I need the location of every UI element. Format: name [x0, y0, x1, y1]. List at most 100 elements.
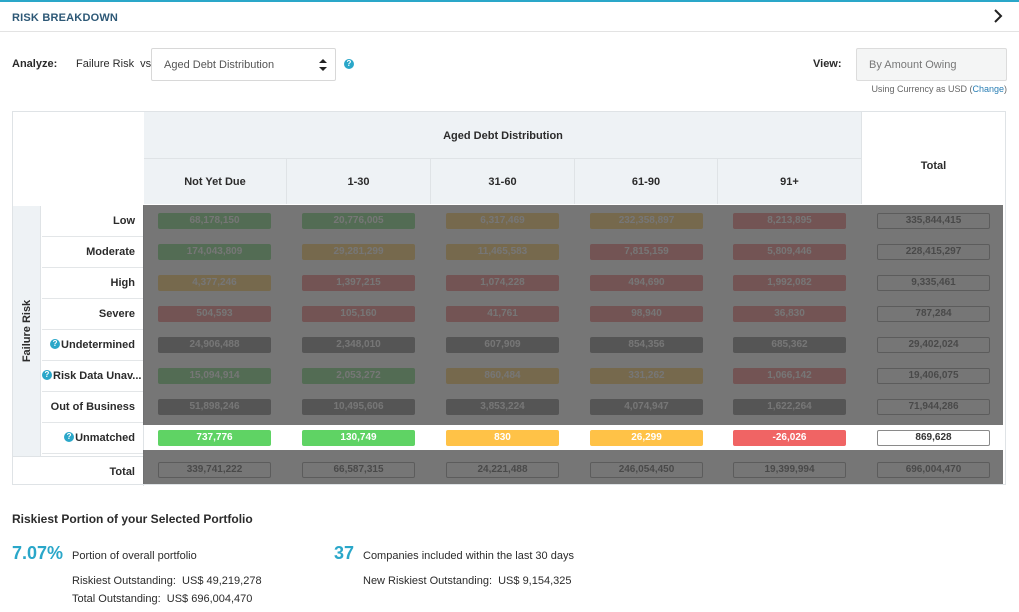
companies-desc: Companies included within the last 30 da…: [363, 550, 574, 562]
row-total-cell[interactable]: 71,944,286: [877, 399, 990, 415]
value-cell[interactable]: 10,495,606: [302, 399, 415, 415]
value-cell[interactable]: 3,853,224: [446, 399, 559, 415]
row-group-title: Failure Risk: [21, 299, 33, 363]
value-cell[interactable]: 1,397,215: [302, 275, 415, 291]
value-cell[interactable]: 174,043,809: [158, 244, 271, 260]
value-cell[interactable]: 1,992,082: [733, 275, 846, 291]
value-cell[interactable]: 26,299: [590, 430, 703, 446]
value-cell[interactable]: 2,053,272: [302, 368, 415, 384]
currency-close: ): [1004, 84, 1007, 94]
column-header: 91+: [718, 158, 862, 204]
row-label: Moderate: [42, 237, 144, 268]
row-label: ? Risk Data Unav...: [42, 361, 144, 392]
row-total-cell[interactable]: 787,284: [877, 306, 990, 322]
value-cell[interactable]: 15,094,914: [158, 368, 271, 384]
help-icon[interactable]: ?: [64, 432, 75, 443]
column-header: Not Yet Due: [144, 158, 287, 204]
column-total-cell[interactable]: 339,741,222: [158, 462, 271, 478]
change-currency-link[interactable]: Change: [972, 84, 1004, 94]
value-cell[interactable]: 11,465,583: [446, 244, 559, 260]
value-cell[interactable]: 232,358,897: [590, 213, 703, 229]
view-label: View:: [813, 58, 842, 70]
currency-text: Using Currency as USD (: [871, 84, 973, 94]
companies-count: 37: [334, 543, 355, 563]
column-total-cell[interactable]: 66,587,315: [302, 462, 415, 478]
currency-note: Using Currency as USD (Change): [871, 84, 1007, 94]
row-group-header: Failure Risk: [13, 206, 41, 456]
help-icon[interactable]: ?: [50, 339, 61, 350]
value-cell[interactable]: 130,749: [302, 430, 415, 446]
value-cell[interactable]: 8,213,895: [733, 213, 846, 229]
row-label: Out of Business: [42, 392, 144, 423]
value-cell[interactable]: 331,262: [590, 368, 703, 384]
value-cell[interactable]: 737,776: [158, 430, 271, 446]
panel-title: RISK BREAKDOWN: [12, 12, 119, 24]
column-group-title: Aged Debt Distribution: [443, 130, 563, 142]
value-cell[interactable]: 1,074,228: [446, 275, 559, 291]
value-cell[interactable]: 494,690: [590, 275, 703, 291]
column-header: 31-60: [431, 158, 575, 204]
column-total-cell[interactable]: 19,399,994: [733, 462, 846, 478]
value-cell[interactable]: 7,815,159: [590, 244, 703, 260]
value-cell[interactable]: 685,362: [733, 337, 846, 353]
chevron-right-icon[interactable]: [991, 8, 1005, 24]
value-cell[interactable]: -26,026: [733, 430, 846, 446]
value-cell[interactable]: 860,484: [446, 368, 559, 384]
column-total-cell[interactable]: 246,054,450: [590, 462, 703, 478]
value-cell[interactable]: 20,776,005: [302, 213, 415, 229]
summary-title: Riskiest Portion of your Selected Portfo…: [12, 512, 253, 526]
value-cell[interactable]: 5,809,446: [733, 244, 846, 260]
row-total-cell[interactable]: 19,406,075: [877, 368, 990, 384]
panel-header: RISK BREAKDOWN: [0, 2, 1019, 32]
column-header: 1-30: [287, 158, 431, 204]
row-total-cell[interactable]: 29,402,024: [877, 337, 990, 353]
row-label: High: [42, 268, 144, 299]
value-cell[interactable]: 24,906,488: [158, 337, 271, 353]
column-total-cell[interactable]: 24,221,488: [446, 462, 559, 478]
value-cell[interactable]: 830: [446, 430, 559, 446]
value-cell[interactable]: 1,622,264: [733, 399, 846, 415]
column-header: 61-90: [575, 158, 718, 204]
dimension-select[interactable]: Aged Debt Distribution: [151, 48, 336, 81]
riskiest-percent: 7.07%: [12, 543, 64, 563]
dimension-select-value: Aged Debt Distribution: [164, 59, 275, 71]
value-cell[interactable]: 105,160: [302, 306, 415, 322]
total-column-header: Total: [920, 160, 947, 172]
value-cell[interactable]: 68,178,150: [158, 213, 271, 229]
row-label: Severe: [42, 299, 144, 330]
value-cell[interactable]: 1,066,142: [733, 368, 846, 384]
value-cell[interactable]: 607,909: [446, 337, 559, 353]
value-cell[interactable]: 4,074,947: [590, 399, 703, 415]
value-cell[interactable]: 36,830: [733, 306, 846, 322]
value-cell[interactable]: 29,281,299: [302, 244, 415, 260]
row-label: ? Unmatched: [42, 423, 144, 454]
value-cell[interactable]: 854,356: [590, 337, 703, 353]
value-cell[interactable]: 2,348,010: [302, 337, 415, 353]
row-label: ? Undetermined: [42, 330, 144, 361]
new-riskiest-outstanding: New Riskiest Outstanding: US$ 9,154,325: [363, 575, 572, 587]
riskiest-percent-desc: Portion of overall portfolio: [72, 550, 197, 562]
row-total-cell[interactable]: 335,844,415: [877, 213, 990, 229]
total-outstanding: Total Outstanding: US$ 696,004,470: [72, 593, 253, 605]
help-icon[interactable]: ?: [42, 370, 52, 381]
help-icon[interactable]: ?: [344, 59, 354, 69]
value-cell[interactable]: 98,940: [590, 306, 703, 322]
top-accent-bar: [0, 0, 1019, 2]
grand-total-cell[interactable]: 696,004,470: [877, 462, 990, 478]
view-select[interactable]: By Amount Owing: [856, 48, 1007, 81]
value-cell[interactable]: 6,317,469: [446, 213, 559, 229]
riskiest-outstanding: Riskiest Outstanding: US$ 49,219,278: [72, 575, 262, 587]
row-total-cell[interactable]: 9,335,461: [877, 275, 990, 291]
select-arrows-icon: [319, 59, 327, 71]
row-label: Low: [42, 206, 144, 237]
total-row-label: Total: [13, 456, 144, 486]
row-total-cell[interactable]: 228,415,297: [877, 244, 990, 260]
analyze-label: Analyze:: [12, 58, 58, 70]
row-total-cell[interactable]: 869,628: [877, 430, 990, 446]
value-cell[interactable]: 4,377,246: [158, 275, 271, 291]
analyze-metric: Failure Risk vs.: [76, 58, 155, 70]
value-cell[interactable]: 51,898,246: [158, 399, 271, 415]
risk-grid: Aged Debt Distribution Not Yet Due 1-30 …: [12, 111, 1006, 486]
value-cell[interactable]: 504,593: [158, 306, 271, 322]
value-cell[interactable]: 41,761: [446, 306, 559, 322]
